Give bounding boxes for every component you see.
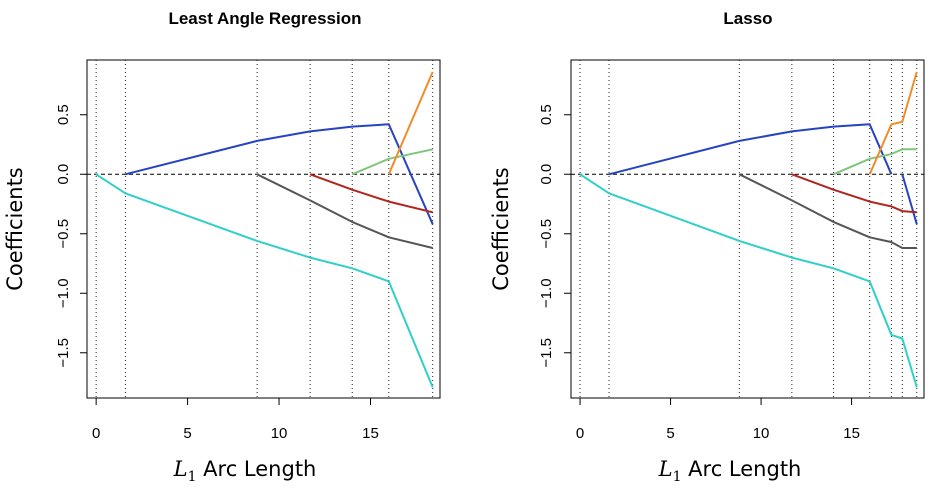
x-axis-label-rest: Arc Length xyxy=(682,457,802,481)
x-tick-label: 0 xyxy=(92,425,100,442)
series-line-blue-reentry xyxy=(901,174,918,225)
y-axis-label: Coefficients xyxy=(489,167,513,291)
x-axis-label-rest: Arc Length xyxy=(197,457,317,481)
x-axis-label-sub: 1 xyxy=(188,469,197,485)
x-tick-label: 15 xyxy=(843,425,860,442)
x-axis-label-main: L xyxy=(173,457,188,481)
series-line-cyan xyxy=(95,173,434,388)
y-tick-label: 0.5 xyxy=(55,104,72,125)
x-axis-label-main: L xyxy=(658,457,673,481)
x-axis-label-sub: 1 xyxy=(673,469,682,485)
x-tick-label: 5 xyxy=(666,425,674,442)
series-line-blue xyxy=(608,123,893,176)
series-line-gray xyxy=(738,173,917,249)
panel-lasso: Lasso 0 5 10 15 0.5 0.0 −0.5 −1.0 −1.5 Coefficient… xyxy=(489,9,925,485)
y-tick-label: −1.0 xyxy=(55,278,72,308)
y-tick-label: −1.5 xyxy=(55,338,72,368)
x-tick-label: 15 xyxy=(362,425,379,442)
y-tick-label: −0.5 xyxy=(538,219,555,249)
y-axis-label: Coefficients xyxy=(3,167,27,291)
x-axis-label: L1 Arc Length xyxy=(658,457,802,485)
panel-lars: Least Angle Regression 0 5 10 15 0.5 0.0 −0.5 −1… xyxy=(3,9,441,485)
y-tick-label: 0.0 xyxy=(538,164,555,185)
x-tick-label: 10 xyxy=(271,425,288,442)
plot-frame xyxy=(86,59,441,399)
series-line-green xyxy=(833,148,917,176)
chart-title: Least Angle Regression xyxy=(168,9,361,28)
x-axis-label: L1 Arc Length xyxy=(173,457,317,485)
series-line-green xyxy=(351,148,433,176)
y-tick-label: −0.5 xyxy=(55,219,72,249)
y-tick-label: −1.0 xyxy=(538,278,555,308)
series-line-red xyxy=(309,173,433,214)
series-line-orange xyxy=(387,71,434,175)
x-tick-label: 5 xyxy=(183,425,191,442)
x-tick-label: 0 xyxy=(576,425,584,442)
series-line-red xyxy=(791,173,917,214)
y-tick-label: −1.5 xyxy=(538,338,555,368)
y-tick-label: 0.0 xyxy=(55,164,72,185)
series-line-blue xyxy=(125,123,434,225)
plot-frame xyxy=(570,59,925,399)
series-line-gray xyxy=(256,173,433,249)
series-line-cyan xyxy=(579,173,918,388)
y-tick-label: 0.5 xyxy=(538,104,555,125)
series-line-orange xyxy=(868,71,918,175)
x-tick-label: 10 xyxy=(753,425,770,442)
chart-title: Lasso xyxy=(723,9,772,28)
